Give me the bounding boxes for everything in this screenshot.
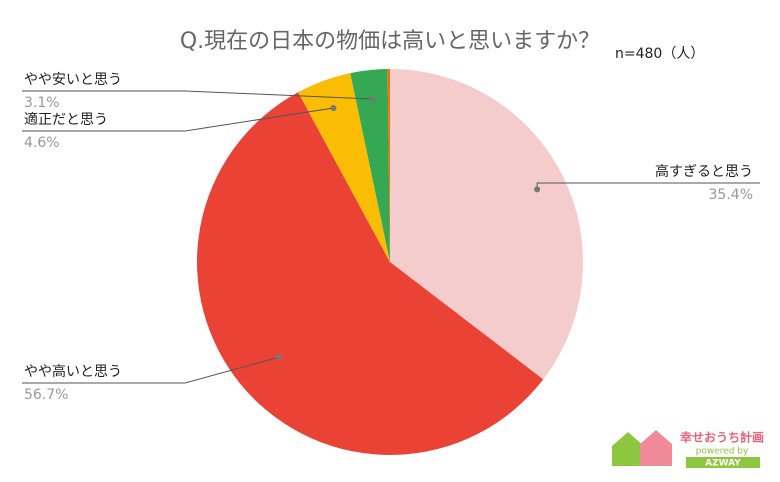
pie-slice bbox=[196, 92, 544, 456]
pie-slice bbox=[387, 69, 390, 262]
leader-dot bbox=[534, 186, 541, 193]
pie-slice bbox=[298, 73, 390, 263]
category-label: 適正だと思う bbox=[24, 111, 108, 128]
value-label: 3.1% bbox=[24, 95, 60, 111]
category-label: 高すぎると思う bbox=[655, 163, 753, 180]
logo-bar bbox=[686, 457, 760, 468]
value-label: 56.7% bbox=[24, 387, 68, 403]
leader-dot bbox=[368, 95, 375, 102]
pie-slice bbox=[350, 69, 390, 263]
logo-brand: AZWAY bbox=[705, 459, 741, 469]
category-label: やや安いと思う bbox=[24, 72, 122, 88]
leader-line bbox=[22, 107, 334, 132]
logo-tagline: powered by bbox=[696, 447, 749, 457]
logo-house bbox=[640, 430, 672, 466]
leader-line bbox=[22, 356, 279, 384]
value-label: 4.6% bbox=[24, 135, 60, 151]
leader-dot bbox=[275, 354, 282, 361]
leader-dot bbox=[330, 105, 337, 112]
logo-name: 幸せおうち計画 bbox=[680, 430, 764, 445]
annotation: n=480（人） bbox=[615, 46, 704, 62]
logo-house bbox=[612, 432, 644, 466]
logo: 幸せおうち計画 powered by AZWAY bbox=[612, 430, 764, 469]
chart-title: Q.現在の日本の物価は高いと思いますか？ bbox=[180, 29, 600, 54]
value-label: 35.4% bbox=[709, 187, 753, 203]
category-label: やや高いと思う bbox=[24, 363, 122, 380]
leader-line bbox=[22, 90, 373, 100]
pie-slice bbox=[390, 69, 583, 380]
